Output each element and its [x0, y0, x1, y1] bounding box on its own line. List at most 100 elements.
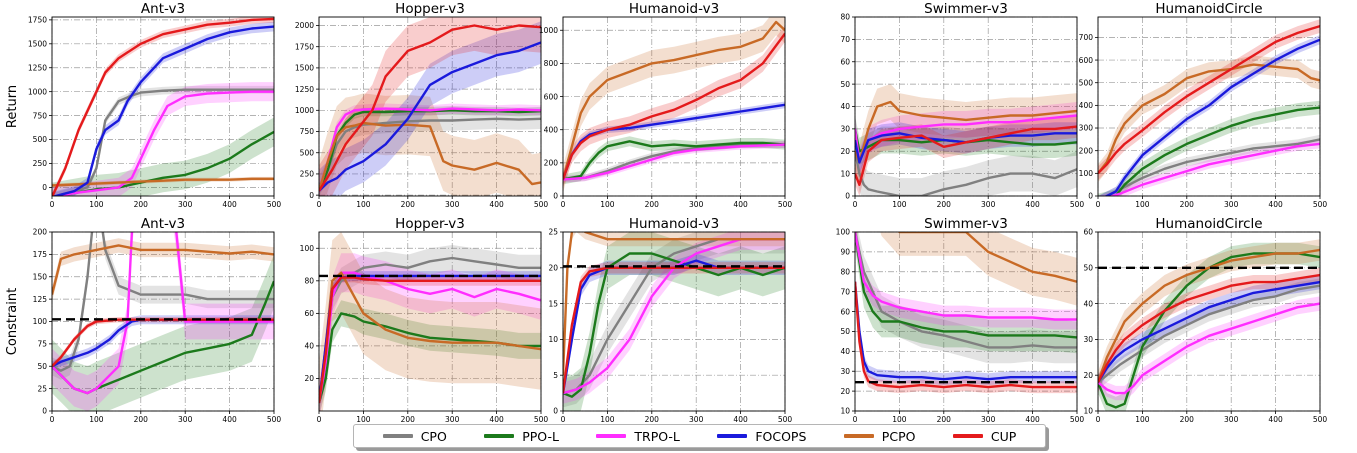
y-tick-label: 175: [33, 250, 48, 259]
series-line-cup: [319, 24, 541, 192]
y-tick-label: 0: [42, 183, 47, 192]
x-tick-label: 400: [733, 200, 748, 209]
y-tick-label: 25: [37, 384, 47, 393]
x-tick-label: 300: [689, 200, 704, 209]
subplot-title: Hopper-v3: [395, 1, 465, 17]
subplot-swimmer-v3-constraint: Swimmer-v3 0 100 200 300 400 500 10 20 30 40 50 60 70…: [836, 216, 1085, 424]
y-tick-label: 90: [840, 248, 850, 257]
y-tick-label: 60: [840, 57, 850, 66]
y-tick-label: 20: [840, 387, 850, 396]
x-tick-label: 300: [1224, 415, 1239, 424]
legend: CPO PPO-L TRPO-L FOCOPS PCPO CUP: [353, 424, 1046, 448]
y-tick-label: 200: [544, 159, 559, 168]
y-tick-label: 40: [1083, 299, 1093, 308]
y-tick-label: 10: [548, 335, 558, 344]
x-tick-label: 100: [89, 415, 104, 424]
band-trpo-l: [563, 232, 785, 404]
legend-swatch-trpo-l: [596, 434, 627, 438]
plot-area: [855, 84, 1077, 196]
y-tick-label: 300: [1079, 124, 1094, 133]
series-line-focops: [319, 41, 541, 192]
legend-item-cup: CUP: [952, 428, 1017, 444]
y-tick-label: 5: [553, 371, 558, 380]
x-tick-label: 500: [534, 415, 549, 424]
subplot-title: Swimmer-v3: [924, 1, 1008, 17]
legend-swatch-cpo: [382, 434, 413, 438]
x-tick-label: 0: [317, 415, 322, 424]
y-tick-label: 250: [33, 159, 48, 168]
x-tick-label: 0: [1096, 415, 1101, 424]
y-tick-label: 50: [37, 362, 47, 371]
x-tick-label: 200: [937, 415, 952, 424]
x-tick-label: 400: [222, 415, 237, 424]
series-line-cup: [563, 32, 785, 180]
band-cpo: [52, 232, 274, 380]
series-line-trpo-l: [563, 143, 785, 181]
subplot-title: Ant-v3: [141, 1, 185, 17]
y-tick-label: 30: [840, 125, 850, 134]
axes-frame: [562, 16, 786, 197]
y-tick-label: 80: [840, 267, 850, 276]
x-tick-label: 200: [645, 415, 660, 424]
y-tick-label: 250: [300, 170, 315, 179]
series-line-cpo: [1098, 284, 1320, 384]
band-pcpo: [319, 232, 541, 411]
band-ppo-l: [52, 254, 274, 411]
series-line-focops: [52, 25, 274, 196]
x-tick-label: 100: [600, 200, 615, 209]
subplot-ant-v3-return: Ant-v3 0 100 200 300 400 500 0 250 500 750 1000 1250…: [28, 1, 281, 209]
band-ppo-l: [563, 136, 785, 185]
y-tick-label: 500: [33, 135, 48, 144]
band-trpo-l: [855, 232, 1077, 330]
y-tick-label: 400: [544, 125, 559, 134]
x-tick-label: 400: [489, 200, 504, 209]
y-tick-label: 60: [1083, 228, 1093, 237]
band-pcpo: [855, 232, 1077, 306]
band-pcpo: [563, 17, 785, 193]
x-tick-label: 400: [1268, 415, 1283, 424]
y-tick-label: 25: [548, 228, 558, 237]
x-tick-label: 0: [317, 200, 322, 209]
y-tick-label: 500: [1079, 78, 1094, 87]
y-tick-label: 1750: [28, 16, 47, 25]
y-tick-label: 800: [544, 59, 559, 68]
y-tick-label: 200: [1079, 146, 1094, 155]
x-tick-label: 100: [1135, 415, 1150, 424]
series-line-ppo-l: [563, 140, 785, 181]
x-tick-label: 0: [50, 200, 55, 209]
subplot-title: Humanoid-v3: [629, 1, 719, 17]
plot-area: [1098, 19, 1320, 196]
band-cup: [1098, 267, 1320, 390]
series-line-cup: [1098, 273, 1320, 383]
y-tick-label: 600: [544, 92, 559, 101]
x-tick-label: 500: [778, 200, 793, 209]
band-cpo: [855, 232, 1077, 364]
x-tick-label: 500: [267, 415, 282, 424]
subplot-humanoidcircle-constraint: HumanoidCircle 0 100 200 300 400 500 10 20 30 40 50…: [1083, 216, 1327, 424]
plot-area: [319, 232, 541, 411]
series-line-cup: [563, 266, 785, 394]
y-tick-label: 0: [553, 407, 558, 416]
legend-label-cup: CUP: [990, 428, 1017, 444]
y-tick-label: 0: [845, 192, 850, 201]
band-cpo: [319, 108, 541, 196]
band-focops: [52, 21, 274, 196]
legend-swatch-ppo-l: [484, 434, 515, 438]
series-line-pcpo: [319, 271, 541, 404]
series-line-cpo: [1104, 138, 1320, 196]
x-tick-label: 0: [561, 415, 566, 424]
x-tick-label: 100: [356, 200, 371, 209]
series-line-trpo-l: [1098, 302, 1320, 395]
plot-area: [1098, 239, 1320, 411]
band-trpo-l: [1098, 296, 1320, 401]
x-tick-label: 300: [981, 200, 996, 209]
band-ppo-l: [563, 232, 785, 411]
y-tick-label: 600: [1079, 56, 1094, 65]
series-line-ppo-l: [855, 232, 1077, 339]
series-line-pcpo: [52, 177, 274, 187]
series-line-trpo-l: [319, 107, 541, 192]
y-tick-label: 30: [840, 367, 850, 376]
x-tick-label: 400: [222, 200, 237, 209]
axes-frame: [854, 231, 1078, 412]
legend-label-trpo-l: TRPO-L: [634, 428, 680, 444]
